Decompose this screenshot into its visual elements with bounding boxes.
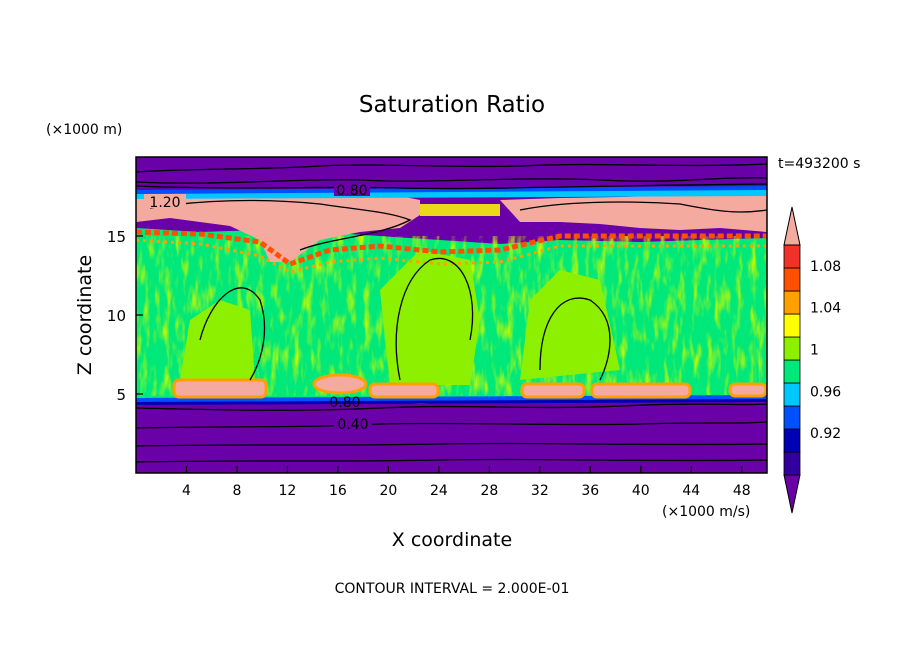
upper-yellow-band [420, 204, 500, 216]
colorbar-tick-label: 1 [810, 343, 819, 359]
contour-lines [136, 163, 767, 463]
x-tick-label: 44 [682, 483, 700, 499]
lower-pink-lenses [172, 373, 767, 399]
x-tick-label: 4 [182, 483, 191, 499]
x-unit-label: (×1000 m/s) [662, 504, 750, 520]
colorbar-swatch [783, 405, 801, 430]
y-axis-ticks: 5 10 15 [107, 228, 143, 404]
colorbar-tick-label: 0.92 [810, 426, 841, 442]
x-tick-label: 24 [430, 483, 448, 499]
colorbar-tick-label: 1.04 [810, 301, 841, 317]
contour-label: 0.80 [329, 395, 360, 411]
green-patch-2 [380, 250, 480, 385]
orange-fringe [136, 238, 767, 274]
upper-pink-band-right [500, 192, 767, 232]
colorbar-swatch [783, 313, 801, 338]
green-patch-3 [520, 270, 620, 380]
x-tick-label: 20 [379, 483, 397, 499]
y-tick-label: 5 [116, 386, 126, 404]
contour-label: 1.20 [149, 195, 180, 211]
y-tick-label: 10 [107, 307, 126, 325]
colorbar-swatch [783, 451, 801, 476]
contour-label: 0.40 [337, 417, 368, 433]
colorbar: 0.92 0.96 1 1.04 1.08 [783, 206, 841, 514]
colorbar-tick-label: 0.96 [810, 384, 841, 400]
x-tick-label: 32 [531, 483, 549, 499]
colorbar-bottom-arrow [783, 474, 801, 514]
x-tick-label: 16 [329, 483, 347, 499]
colorbar-tick-label: 1.08 [810, 259, 841, 275]
x-axis-ticks: 4 8 12 16 20 24 28 32 36 40 44 48 [182, 466, 751, 499]
time-label: t=493200 s [778, 156, 860, 172]
y-tick-label: 15 [107, 228, 126, 246]
contour-label: 0.80 [336, 183, 367, 199]
colorbar-top-arrow [783, 206, 801, 246]
contour-label-group: 0.80 1.20 0.80 0.40 [144, 183, 372, 433]
colorbar-swatch [783, 382, 801, 407]
colorbar-swatch [783, 336, 801, 361]
x-tick-label: 28 [480, 483, 498, 499]
upper-cyan-band [136, 190, 767, 199]
chart-title: Saturation Ratio [359, 92, 545, 118]
colorbar-swatch [783, 359, 801, 384]
red-fringe [136, 229, 767, 267]
green-patch-1 [180, 300, 255, 380]
lower-darkblue-band [136, 399, 767, 405]
x-axis-label: X coordinate [392, 529, 512, 551]
footer-note: CONTOUR INTERVAL = 2.000E-01 [335, 581, 570, 597]
colorbar-swatch [783, 267, 801, 292]
colorbar-swatch [783, 428, 801, 453]
upper-pink-band [136, 194, 420, 262]
colorbar-swatch [783, 244, 801, 269]
plot-area: 0.80 1.20 0.80 0.40 [136, 157, 767, 473]
x-tick-label: 36 [581, 483, 599, 499]
x-tick-label: 8 [232, 483, 241, 499]
x-tick-label: 40 [632, 483, 650, 499]
x-tick-label: 48 [733, 483, 751, 499]
y-axis-label: Z coordinate [74, 255, 96, 375]
x-tick-label: 12 [279, 483, 297, 499]
y-unit-label: (×1000 m) [46, 122, 122, 138]
colorbar-swatch [783, 290, 801, 315]
